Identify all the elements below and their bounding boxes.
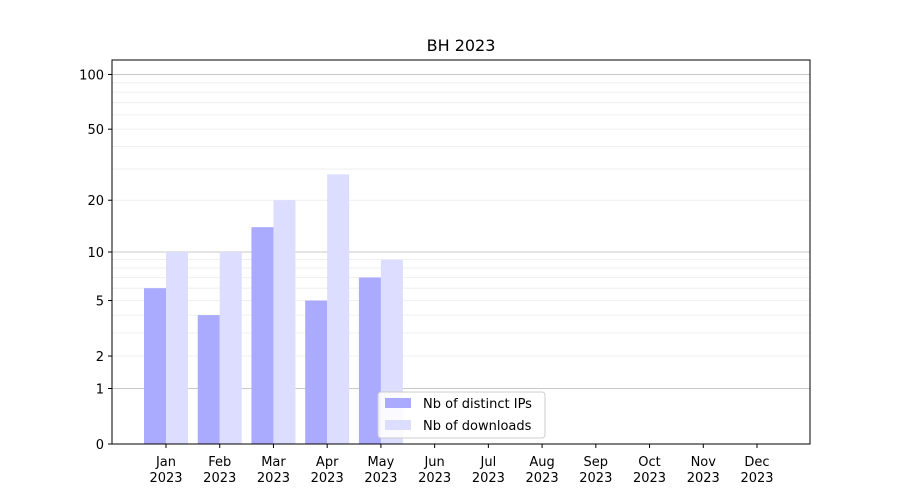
y-tick-label: 0 (96, 438, 104, 453)
y-axis: 0 1 2 5 10 20 50 100 (79, 68, 112, 453)
y-tick-label: 50 (87, 123, 104, 138)
y-tick-label: 20 (87, 194, 104, 209)
x-tick-label: Feb 2023 (203, 455, 236, 486)
bars (144, 174, 403, 444)
bar-distinct-ips (197, 315, 220, 444)
bar-downloads (327, 174, 350, 444)
x-tick-label: Dec 2023 (740, 455, 773, 486)
legend-swatch-downloads (385, 420, 411, 430)
x-tick-label: May 2023 (364, 455, 397, 486)
x-tick-label: Sep 2023 (579, 455, 612, 486)
bar-downloads (273, 200, 296, 444)
x-tick-label: Jun 2023 (418, 455, 451, 486)
y-tick-label: 5 (96, 295, 104, 310)
y-tick-label: 2 (96, 350, 104, 365)
x-tick-label: Nov 2023 (687, 455, 720, 486)
y-tick-label: 1 (96, 382, 104, 397)
chart-title: BH 2023 (427, 36, 496, 55)
x-tick-label: Oct 2023 (633, 455, 666, 486)
legend-label-downloads: Nb of downloads (423, 419, 532, 434)
legend-label-distinct-ips: Nb of distinct IPs (423, 397, 532, 412)
legend-box (377, 391, 546, 439)
y-tick-label: 10 (87, 246, 104, 261)
x-tick-label: Aug 2023 (526, 455, 559, 486)
bar-distinct-ips (358, 277, 381, 444)
bar-downloads (166, 252, 188, 444)
x-tick-label: Jan 2023 (149, 455, 182, 486)
x-tick-label: Mar 2023 (257, 455, 290, 486)
legend-swatch-distinct-ips (385, 398, 411, 408)
bar-downloads (219, 252, 242, 444)
x-axis: Jan 2023 Feb 2023 Mar 2023 Apr 2023 May 2023 Jun 20… (149, 444, 774, 486)
x-tick-label: Apr 2023 (311, 455, 344, 486)
y-tick-label: 100 (79, 68, 104, 83)
bar-distinct-ips (144, 288, 166, 444)
legend: Nb of distinct IPs Nb of downloads (377, 391, 546, 439)
bar-distinct-ips (305, 300, 328, 444)
x-tick-label: Jul 2023 (472, 455, 505, 486)
bar-distinct-ips (251, 227, 274, 444)
